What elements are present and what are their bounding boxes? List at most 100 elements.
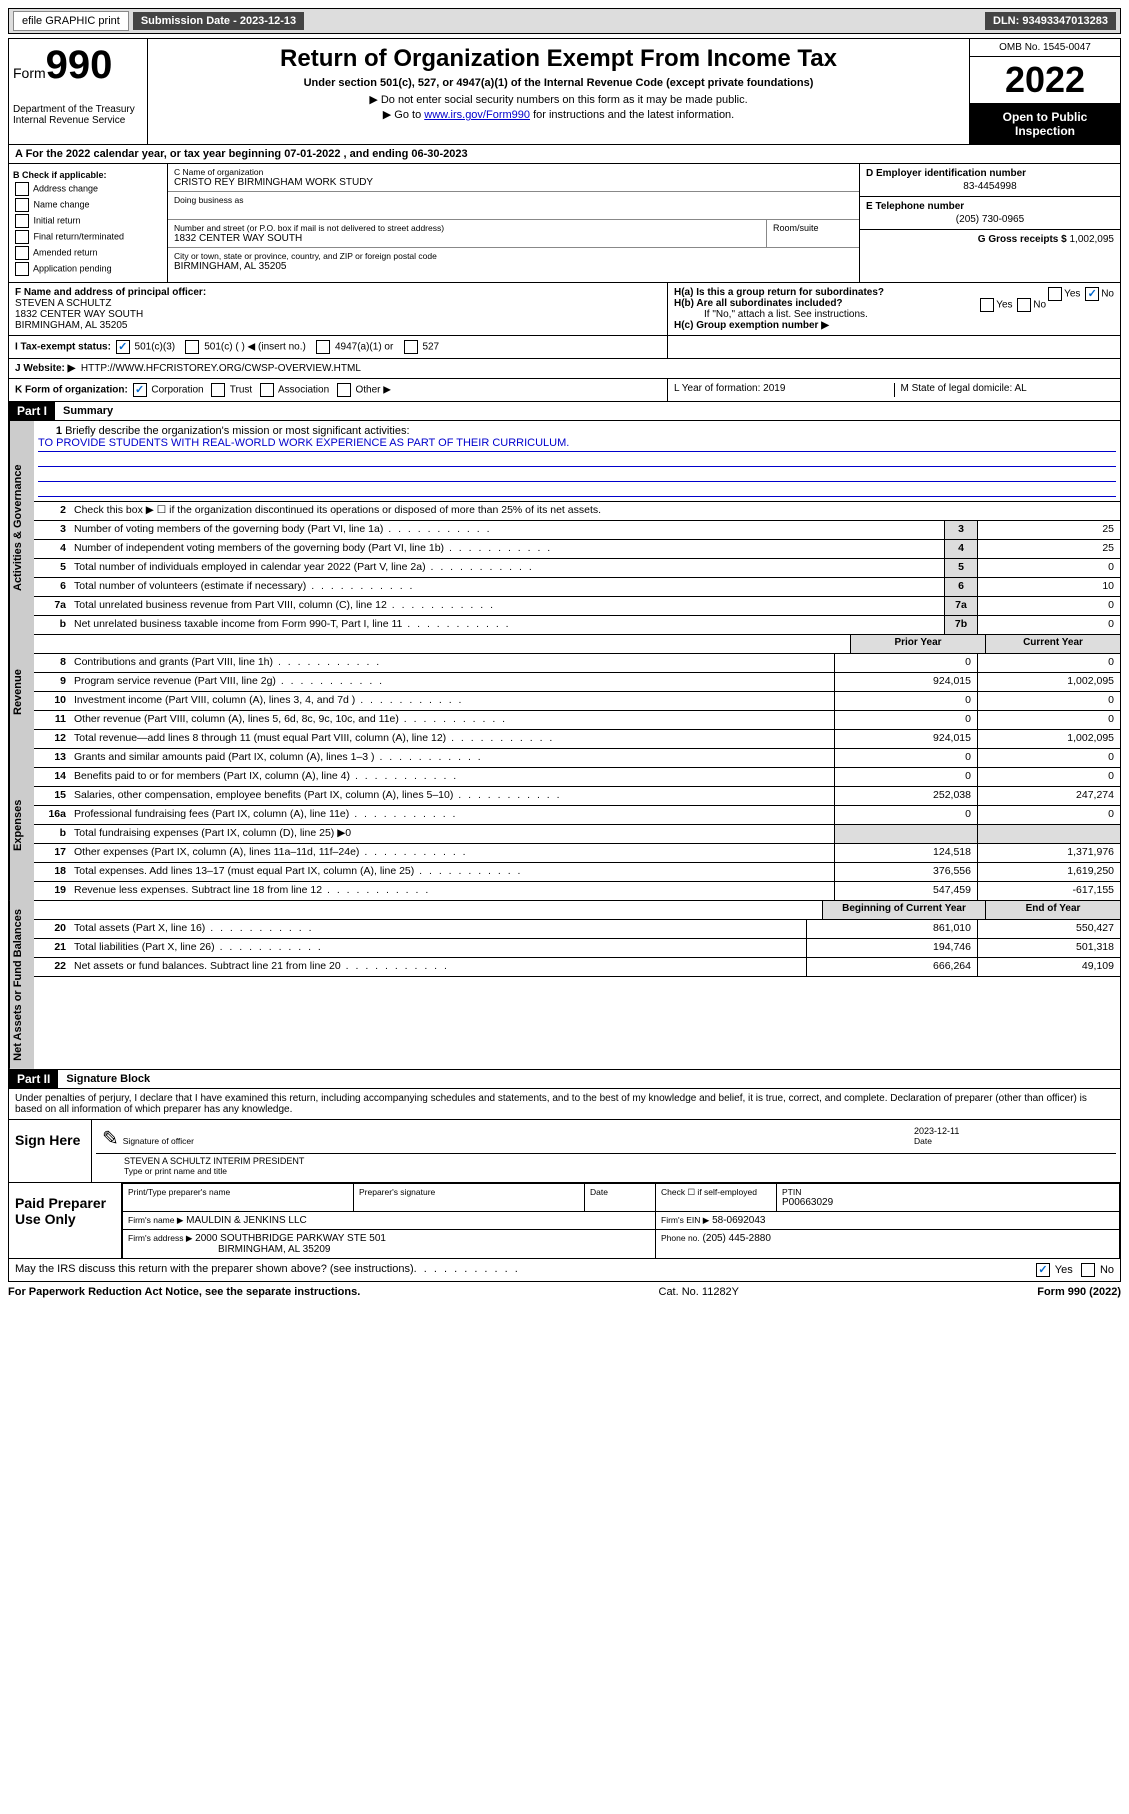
rev-header-row: Prior Year Current Year xyxy=(34,635,1120,654)
tax-year: 2022 xyxy=(970,57,1120,104)
firm-ein: 58-0692043 xyxy=(712,1215,765,1226)
phone-value: (205) 730-0965 xyxy=(866,214,1114,225)
summary-line: 22Net assets or fund balances. Subtract … xyxy=(34,958,1120,977)
summary-line: 6Total number of volunteers (estimate if… xyxy=(34,578,1120,597)
begin-year-hdr: Beginning of Current Year xyxy=(822,901,985,919)
cb-501c3[interactable] xyxy=(116,340,130,354)
summary-line: 11Other revenue (Part VIII, column (A), … xyxy=(34,711,1120,730)
phone-block: E Telephone number (205) 730-0965 xyxy=(860,197,1120,230)
org-name-block: C Name of organization CRISTO REY BIRMIN… xyxy=(168,164,859,192)
year-state: L Year of formation: 2019 M State of leg… xyxy=(668,379,1120,401)
dept-text: Department of the Treasury Internal Reve… xyxy=(13,104,143,126)
cb-discuss-no[interactable] xyxy=(1081,1263,1095,1277)
cb-501c[interactable] xyxy=(185,340,199,354)
cb-initial-return[interactable]: Initial return xyxy=(13,214,163,228)
summary-line: 14Benefits paid to or for members (Part … xyxy=(34,768,1120,787)
summary-line: 7aTotal unrelated business revenue from … xyxy=(34,597,1120,616)
principal-officer: F Name and address of principal officer:… xyxy=(9,283,668,335)
city-state-zip: BIRMINGHAM, AL 35205 xyxy=(174,261,853,272)
street-block: Number and street (or P.O. box if mail i… xyxy=(168,220,767,247)
mission-block: 1 Briefly describe the organization's mi… xyxy=(34,421,1120,502)
website-url: HTTP://WWW.HFCRISTOREY.ORG/CWSP-OVERVIEW… xyxy=(81,363,361,374)
may-discuss-row: May the IRS discuss this return with the… xyxy=(9,1258,1120,1281)
summary-expenses: Expenses 13Grants and similar amounts pa… xyxy=(8,749,1121,901)
sign-fields: ✎ Signature of officer 2023-12-11Date ST… xyxy=(92,1120,1120,1182)
cb-discuss-yes[interactable] xyxy=(1036,1263,1050,1277)
cb-final-return[interactable]: Final return/terminated xyxy=(13,230,163,244)
cb-address-change[interactable]: Address change xyxy=(13,182,163,196)
sign-here-label: Sign Here xyxy=(9,1120,92,1182)
tax-exempt-status: I Tax-exempt status: 501(c)(3) 501(c) ( … xyxy=(9,336,668,358)
form-number: 990 xyxy=(46,43,113,87)
form-prefix: Form xyxy=(13,65,46,81)
mission-text: TO PROVIDE STUDENTS WITH REAL-WORLD WORK… xyxy=(38,437,1116,452)
summary-net: Net Assets or Fund Balances Beginning of… xyxy=(8,901,1121,1070)
col-b-header: B Check if applicable: xyxy=(13,170,163,180)
gross-receipts-block: G Gross receipts $ 1,002,095 xyxy=(860,230,1120,249)
part2-title: Signature Block xyxy=(58,1071,158,1087)
part1-badge: Part I xyxy=(9,402,55,420)
col-c-name: C Name of organization CRISTO REY BIRMIN… xyxy=(168,164,860,282)
side-net: Net Assets or Fund Balances xyxy=(9,901,34,1069)
cb-corporation[interactable] xyxy=(133,383,147,397)
sig-declaration: Under penalties of perjury, I declare th… xyxy=(9,1089,1120,1119)
end-year-hdr: End of Year xyxy=(985,901,1120,919)
summary-line: 8Contributions and grants (Part VIII, li… xyxy=(34,654,1120,673)
footer-right: Form 990 (2022) xyxy=(1037,1286,1121,1298)
signature-section: Under penalties of perjury, I declare th… xyxy=(8,1089,1121,1282)
cb-trust[interactable] xyxy=(211,383,225,397)
form-of-org: K Form of organization: Corporation Trus… xyxy=(9,379,668,401)
city-block: City or town, state or province, country… xyxy=(168,248,859,275)
footer-mid: Cat. No. 11282Y xyxy=(659,1286,740,1298)
summary-line: 17Other expenses (Part IX, column (A), l… xyxy=(34,844,1120,863)
row-j: J Website: ▶ HTTP://WWW.HFCRISTOREY.ORG/… xyxy=(8,359,1121,379)
row-klm: K Form of organization: Corporation Trus… xyxy=(8,379,1121,402)
dln-btn: DLN: 93493347013283 xyxy=(985,12,1116,30)
summary-line: bTotal fundraising expenses (Part IX, co… xyxy=(34,825,1120,844)
form-header: Form990 Department of the Treasury Inter… xyxy=(8,38,1121,145)
summary-line: 9Program service revenue (Part VIII, lin… xyxy=(34,673,1120,692)
summary-line: bNet unrelated business taxable income f… xyxy=(34,616,1120,635)
summary-line: 12Total revenue—add lines 8 through 11 (… xyxy=(34,730,1120,749)
cb-4947[interactable] xyxy=(316,340,330,354)
irs-link[interactable]: www.irs.gov/Form990 xyxy=(424,109,530,121)
efile-label: efile GRAPHIC print xyxy=(13,11,129,31)
part2-header-row: Part II Signature Block xyxy=(8,1070,1121,1089)
submission-date-btn[interactable]: Submission Date - 2023-12-13 xyxy=(133,12,304,30)
cb-association[interactable] xyxy=(260,383,274,397)
summary-line: 15Salaries, other compensation, employee… xyxy=(34,787,1120,806)
sign-here-row: Sign Here ✎ Signature of officer 2023-12… xyxy=(9,1119,1120,1182)
main-title: Return of Organization Exempt From Incom… xyxy=(154,45,963,73)
side-revenue: Revenue xyxy=(9,635,34,749)
instruction-1: ▶ Do not enter social security numbers o… xyxy=(154,93,963,106)
side-governance: Activities & Governance xyxy=(9,421,34,635)
summary-line: 21Total liabilities (Part X, line 26)194… xyxy=(34,939,1120,958)
h-continued xyxy=(668,336,1120,358)
paid-preparer-label: Paid Preparer Use Only xyxy=(9,1183,122,1258)
ein-block: D Employer identification number 83-4454… xyxy=(860,164,1120,197)
col-b-checkboxes: B Check if applicable: Address change Na… xyxy=(9,164,168,282)
firm-addr1: 2000 SOUTHBRIDGE PARKWAY STE 501 xyxy=(195,1233,386,1244)
summary-line: 10Investment income (Part VIII, column (… xyxy=(34,692,1120,711)
summary-line: 13Grants and similar amounts paid (Part … xyxy=(34,749,1120,768)
cb-527[interactable] xyxy=(404,340,418,354)
cb-application-pending[interactable]: Application pending xyxy=(13,262,163,276)
col-right-info: D Employer identification number 83-4454… xyxy=(860,164,1120,282)
summary-line: 3Number of voting members of the governi… xyxy=(34,521,1120,540)
main-info-grid: B Check if applicable: Address change Na… xyxy=(8,164,1121,283)
title-cell: Return of Organization Exempt From Incom… xyxy=(148,39,970,144)
part2-badge: Part II xyxy=(9,1070,58,1088)
cb-name-change[interactable]: Name change xyxy=(13,198,163,212)
summary-line: 2Check this box ▶ ☐ if the organization … xyxy=(34,502,1120,521)
summary-line: 16aProfessional fundraising fees (Part I… xyxy=(34,806,1120,825)
summary-line: 18Total expenses. Add lines 13–17 (must … xyxy=(34,863,1120,882)
net-header-row: Beginning of Current Year End of Year xyxy=(34,901,1120,920)
firm-name: MAULDIN & JENKINS LLC xyxy=(186,1215,307,1226)
summary-revenue: Revenue Prior Year Current Year 8Contrib… xyxy=(8,635,1121,749)
summary-governance: Activities & Governance 1 Briefly descri… xyxy=(8,421,1121,635)
cb-other[interactable] xyxy=(337,383,351,397)
cb-amended-return[interactable]: Amended return xyxy=(13,246,163,260)
website-row: J Website: ▶ HTTP://WWW.HFCRISTOREY.ORG/… xyxy=(9,359,1120,378)
state-domicile: M State of legal domicile: AL xyxy=(895,383,1115,397)
year-formation: L Year of formation: 2019 xyxy=(674,383,895,397)
